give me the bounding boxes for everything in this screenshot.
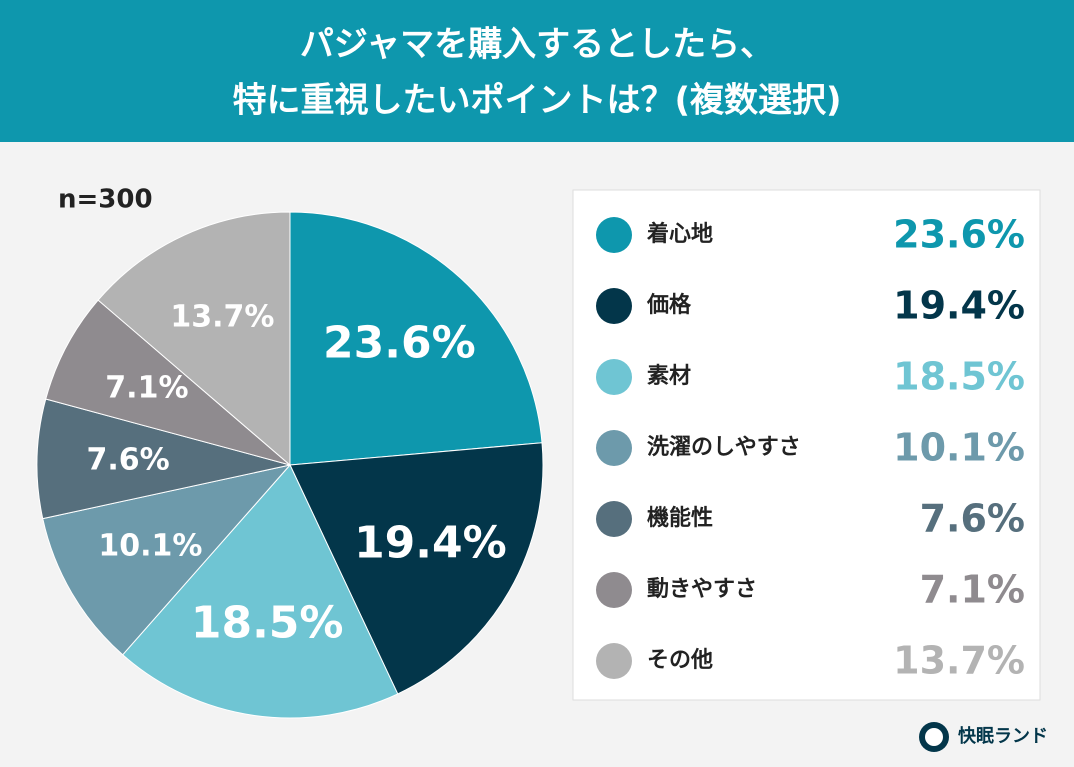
legend-marker [596,430,632,466]
legend-label: 洗濯のしやすさ [647,435,801,460]
slice-label: 13.7% [170,299,274,334]
legend-value: 23.6% [893,213,1025,257]
slice-label: 7.1% [105,371,188,406]
legend-marker [596,501,632,537]
legend-marker [596,359,632,395]
pie-slice [97,211,291,467]
brand-icon-inner [925,728,943,746]
legend-box [572,189,1041,701]
legend-value: 7.1% [920,568,1025,612]
title-line: パジャマを購入するとしたら、 [300,25,774,65]
legend-marker [596,217,632,253]
pie-slice [45,299,291,466]
brand-name: 快眠ランド [958,725,1048,747]
legend-label: 着心地 [646,221,713,247]
sample-size: n=300 [58,185,153,215]
pie-slice [36,398,291,520]
header [0,0,1074,142]
legend-marker [596,572,632,608]
slice-label: 18.5% [191,597,344,648]
legend-marker [596,288,632,324]
brand-logo: 快眠ランド [919,722,1048,752]
legend-label: 素材 [647,363,691,389]
legend-label: その他 [647,648,713,673]
legend-label: 価格 [646,292,692,318]
slice-label: 23.6% [323,318,476,369]
slice-label: 10.1% [98,528,202,563]
legend-label: 動きやすさ [647,577,757,602]
legend-value: 10.1% [893,426,1025,470]
pie-slice [121,464,399,719]
legend-label: 機能性 [647,505,713,531]
pie-slice [42,464,292,656]
title-line: 特に重視したいポイントは？(複数選択) [232,81,841,121]
legend-value: 18.5% [893,355,1025,399]
pie-slice [289,442,544,695]
legend-value: 13.7% [893,639,1025,683]
legend-value: 7.6% [920,497,1025,541]
slice-label: 7.6% [87,442,170,477]
slice-label: 19.4% [354,518,507,569]
legend-value: 19.4% [893,284,1025,328]
legend-marker [596,643,632,679]
pie-slice [289,211,543,466]
